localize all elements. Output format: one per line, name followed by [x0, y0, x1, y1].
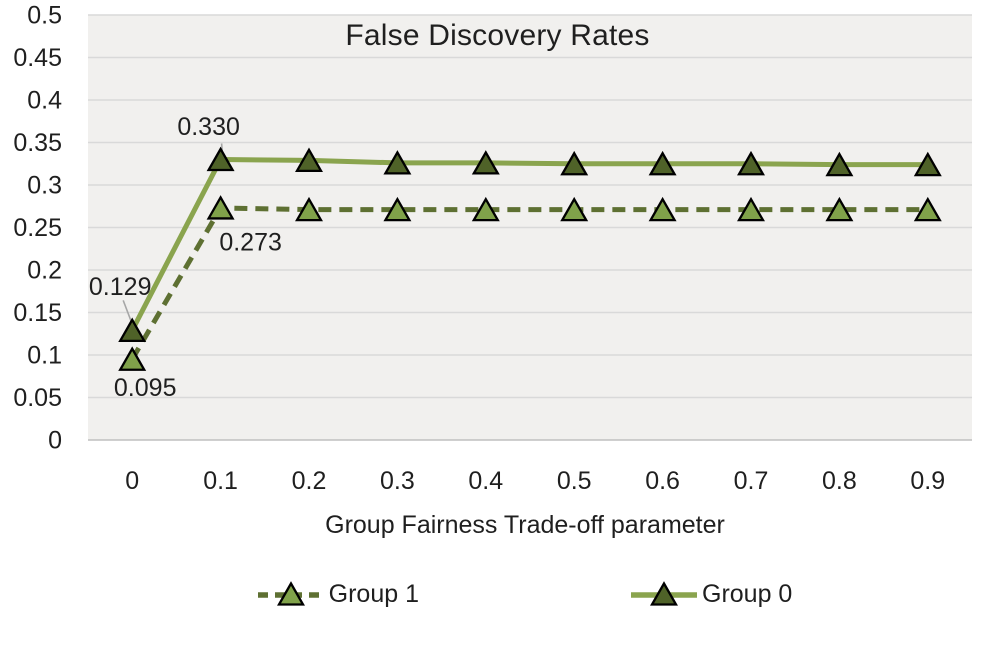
y-tick-label: 0.3 — [27, 172, 62, 200]
y-tick-label: 0.2 — [27, 257, 62, 285]
triangle-marker-group-1 — [383, 196, 412, 222]
triangle-marker-group-1 — [471, 196, 500, 222]
y-tick-label: 0.5 — [27, 2, 62, 30]
legend-marker-sample — [650, 581, 678, 606]
x-tick-label: 0.1 — [203, 467, 238, 495]
triangle-marker-group-0 — [295, 147, 323, 172]
triangle-marker-group-1 — [825, 196, 854, 222]
x-tick-label: 0 — [125, 467, 139, 495]
solid-line-triangle-marker-icon — [631, 581, 697, 606]
x-tick-label: 0.5 — [557, 467, 592, 495]
y-tick-label: 0.05 — [13, 384, 62, 412]
legend-marker-sample — [276, 581, 305, 606]
data-label: 0.129 — [89, 273, 152, 301]
data-label: 0.095 — [114, 374, 177, 402]
legend-label-group-1: Group 1 — [328, 579, 419, 608]
x-tick-label: 0.3 — [380, 467, 415, 495]
triangle-marker-group-1 — [206, 195, 235, 220]
triangle-marker-group-1 — [737, 196, 765, 222]
triangle-marker-group-1 — [913, 196, 942, 222]
legend-entry-group-0: Group 0 — [631, 579, 792, 609]
triangle-marker-group-0 — [825, 151, 854, 177]
y-tick-label: 0.15 — [13, 299, 62, 327]
y-tick-label: 0 — [48, 427, 62, 455]
legend-label-group-0: Group 0 — [702, 579, 793, 608]
x-tick-label: 0.9 — [910, 467, 945, 495]
triangle-marker-group-1 — [295, 196, 323, 222]
data-label-leader-line — [122, 300, 132, 322]
y-tick-label: 0.1 — [27, 342, 62, 370]
triangle-marker-group-0 — [118, 317, 147, 342]
triangle-marker-group-0 — [737, 150, 765, 176]
x-tick-label: 0.7 — [734, 467, 769, 495]
x-tick-label: 0.8 — [822, 467, 857, 495]
y-tick-label: 0.45 — [13, 44, 62, 72]
y-tick-label: 0.25 — [13, 214, 62, 242]
y-tick-label: 0.4 — [27, 87, 62, 115]
x-axis-title: Group Fairness Trade-off parameter — [325, 511, 725, 539]
data-label: 0.273 — [219, 228, 282, 256]
x-tick-label: 0.4 — [468, 467, 503, 495]
x-tick-label: 0.6 — [645, 467, 680, 495]
legend: Group 1 Group 0 — [55, 573, 995, 615]
triangle-marker-group-1 — [118, 346, 147, 371]
triangle-marker-group-0 — [206, 146, 235, 172]
triangle-marker-group-1 — [648, 196, 677, 222]
chart-title: False Discovery Rates — [345, 19, 650, 52]
triangle-marker-group-0 — [471, 150, 500, 175]
triangle-marker-group-0 — [648, 150, 677, 176]
triangle-marker-group-0 — [383, 150, 412, 175]
series-line-group-0 — [129, 157, 928, 332]
series-line-group-1 — [130, 205, 928, 361]
data-label: 0.330 — [177, 113, 240, 141]
legend-entry-group-1: Group 1 — [257, 579, 419, 609]
dashed-line-triangle-marker-icon — [257, 581, 324, 606]
triangle-marker-group-0 — [913, 151, 942, 177]
triangle-marker-group-0 — [560, 150, 589, 176]
y-tick-label: 0.35 — [13, 129, 62, 157]
x-tick-label: 0.2 — [292, 467, 327, 495]
triangle-marker-group-1 — [560, 196, 589, 222]
